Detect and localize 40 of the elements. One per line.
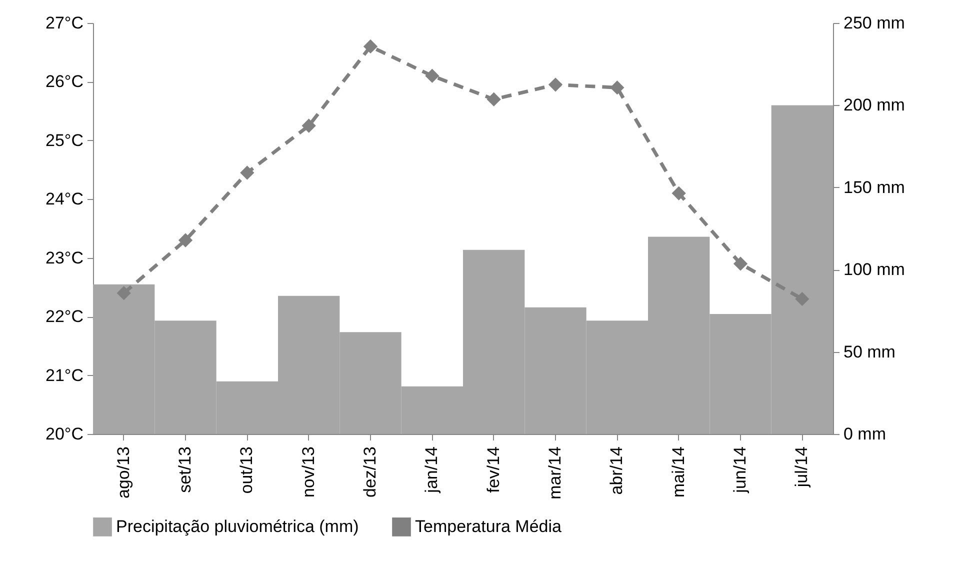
y2-tick-label: 250 mm bbox=[844, 14, 905, 32]
point bbox=[363, 39, 378, 54]
y-tick-label: 23°C bbox=[46, 248, 84, 268]
point bbox=[178, 233, 193, 248]
y2-tick-label: 100 mm bbox=[844, 260, 905, 280]
x-tick-label: jul/14 bbox=[792, 446, 812, 488]
legend-label: Precipitação pluviométrica (mm) bbox=[116, 516, 359, 536]
y2-tick-label: 200 mm bbox=[844, 96, 905, 115]
y-tick-label: 25°C bbox=[46, 130, 84, 150]
y-tick-label: 22°C bbox=[46, 307, 84, 326]
y-tick-label: 26°C bbox=[46, 72, 84, 92]
y-tick-label: 20°C bbox=[46, 424, 84, 444]
x-tick-label: set/13 bbox=[176, 446, 194, 493]
y-tick-label: 24°C bbox=[46, 190, 84, 209]
x-tick-label: jun/14 bbox=[730, 446, 750, 494]
point bbox=[733, 256, 748, 271]
point bbox=[425, 68, 440, 83]
point bbox=[240, 166, 254, 180]
point bbox=[116, 286, 131, 300]
legend-label: Temperatura Média bbox=[415, 516, 562, 536]
x-tick-label: ago/13 bbox=[114, 446, 133, 498]
y2-tick-label: 150 mm bbox=[844, 178, 905, 197]
x-tick-label: out/13 bbox=[237, 446, 256, 494]
y2-tick-label: 50 mm bbox=[844, 342, 896, 362]
point bbox=[486, 92, 501, 106]
point bbox=[548, 78, 563, 92]
y-tick-label: 27°C bbox=[46, 14, 84, 32]
x-tick-label: mai/14 bbox=[668, 446, 688, 498]
x-tick-label: jan/14 bbox=[422, 446, 442, 494]
point bbox=[610, 80, 624, 95]
x-tick-label: dez/13 bbox=[360, 446, 380, 498]
x-tick-label: mar/14 bbox=[546, 446, 564, 500]
point bbox=[672, 186, 686, 200]
y-tick-label: 21°C bbox=[46, 366, 84, 385]
x-tick-label: abr/14 bbox=[607, 446, 626, 495]
x-tick-label: nov/13 bbox=[298, 446, 318, 498]
y2-tick-label: 0 mm bbox=[844, 424, 886, 444]
x-tick-label: fev/14 bbox=[484, 446, 503, 493]
point bbox=[302, 118, 316, 133]
point bbox=[795, 292, 810, 306]
